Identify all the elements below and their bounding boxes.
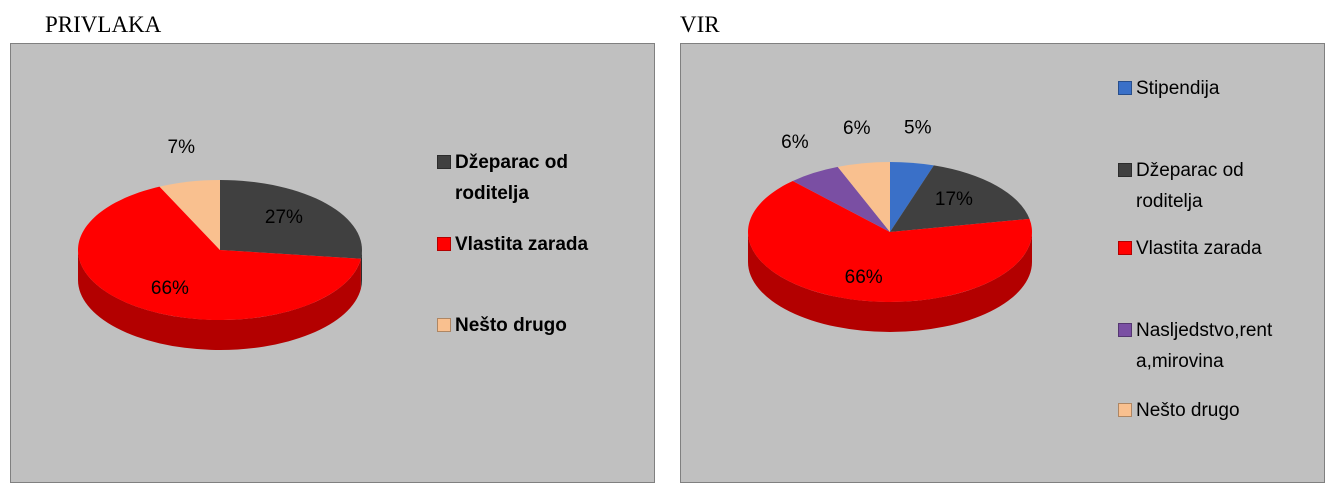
pie-slice xyxy=(159,180,220,250)
pie-slice xyxy=(792,166,890,232)
pie-slice xyxy=(747,180,1032,303)
legend-swatch xyxy=(437,318,451,332)
legend-item: Nešto drugo xyxy=(437,310,595,341)
chart-title: VIR xyxy=(680,12,720,37)
legend-swatch xyxy=(1118,323,1132,337)
pie-slice xyxy=(890,162,934,232)
data-label: 7% xyxy=(168,137,196,158)
data-label: 17% xyxy=(935,189,973,210)
pie-slice xyxy=(220,180,362,259)
legend-item: Nasljedstvo,renta,mirovina xyxy=(1118,315,1276,377)
legend-swatch xyxy=(437,155,451,169)
legend-item: Vlastita zarada xyxy=(1118,233,1276,264)
data-label: 6% xyxy=(781,132,809,153)
legend-item: Vlastita zarada xyxy=(437,229,595,260)
legend-swatch xyxy=(437,237,451,251)
pie-slice-side xyxy=(360,250,362,289)
legend-label: Nešto drugo xyxy=(455,315,567,336)
legend-item: Džeparac od roditelja xyxy=(437,147,595,209)
legend-label: Vlastita zarada xyxy=(455,234,589,255)
pie-slice xyxy=(77,186,361,321)
legend-label: Džeparac od roditelja xyxy=(1136,160,1244,212)
legend-label: Nešto drugo xyxy=(1136,400,1240,421)
pie-slice-side xyxy=(748,232,1032,332)
legend-swatch xyxy=(1118,163,1132,177)
legend-label: Džeparac od roditelja xyxy=(455,152,568,204)
legend-label: Nasljedstvo,renta,mirovina xyxy=(1136,320,1273,372)
data-label: 27% xyxy=(265,207,303,228)
pie-slice-side xyxy=(78,250,361,351)
legend-item: Nešto drugo xyxy=(1118,395,1276,426)
data-label: 66% xyxy=(151,278,189,299)
data-label: 6% xyxy=(843,118,871,139)
legend-label: Stipendija xyxy=(1136,78,1220,99)
legend-item: Džeparac od roditelja xyxy=(1118,155,1276,217)
legend-swatch xyxy=(1118,81,1132,95)
legend-label: Vlastita zarada xyxy=(1136,238,1262,259)
data-label: 5% xyxy=(904,118,932,139)
chart-title: PRIVLAKA xyxy=(45,12,162,37)
legend-item: Stipendija xyxy=(1118,73,1276,104)
data-label: 66% xyxy=(845,267,883,288)
legend-swatch xyxy=(1118,403,1132,417)
pie-slice xyxy=(837,162,890,232)
legend-swatch xyxy=(1118,241,1132,255)
pie-slice xyxy=(890,165,1030,232)
